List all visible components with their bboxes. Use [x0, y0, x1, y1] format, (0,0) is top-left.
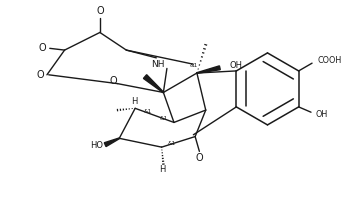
Text: O: O — [39, 43, 47, 53]
Text: OH: OH — [230, 61, 243, 70]
Text: &1: &1 — [189, 63, 197, 68]
Text: O: O — [96, 6, 104, 16]
Polygon shape — [104, 138, 119, 147]
Text: O: O — [37, 70, 44, 80]
Text: &1: &1 — [159, 116, 168, 121]
Polygon shape — [197, 66, 220, 73]
Text: H: H — [131, 97, 138, 106]
Text: &1: &1 — [167, 141, 176, 146]
Text: OH: OH — [316, 110, 328, 119]
Polygon shape — [143, 75, 164, 93]
Text: H: H — [159, 165, 165, 174]
Text: O: O — [109, 76, 117, 86]
Text: O: O — [196, 153, 203, 163]
Text: &1: &1 — [143, 109, 152, 114]
Text: COOH: COOH — [317, 56, 341, 65]
Text: HO: HO — [90, 141, 103, 150]
Text: NH: NH — [151, 60, 165, 69]
